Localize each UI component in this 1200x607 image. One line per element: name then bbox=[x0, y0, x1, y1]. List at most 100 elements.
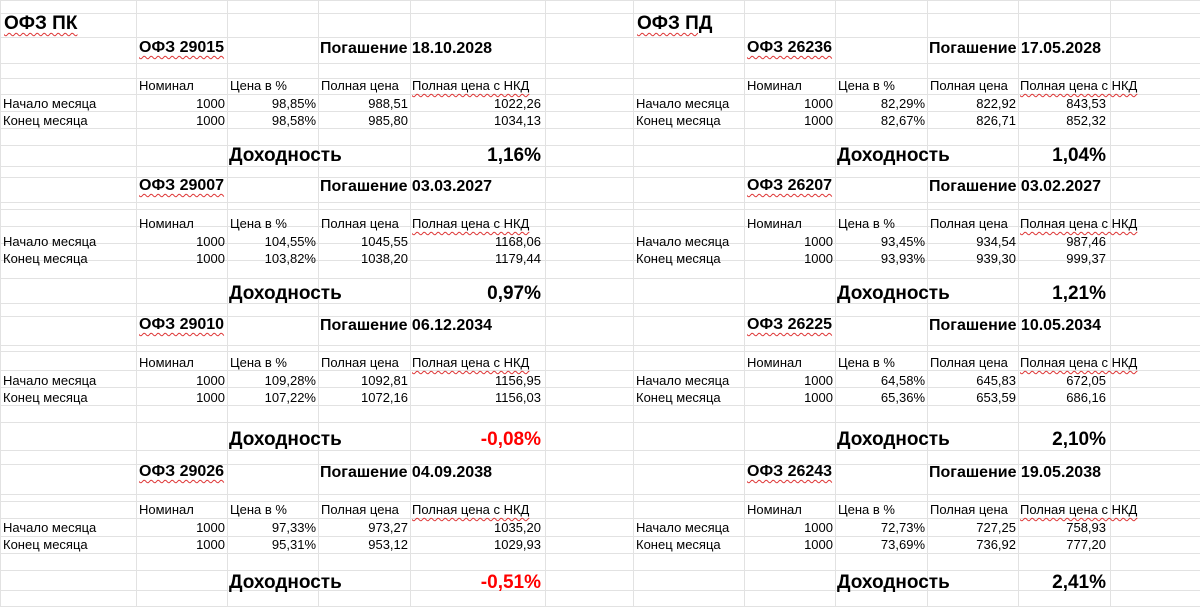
row-label[interactable]: Конец месяца bbox=[636, 251, 721, 266]
cell-full-price-nkd[interactable]: 1034,13 bbox=[494, 113, 541, 128]
cell-full-price[interactable]: 822,92 bbox=[976, 96, 1016, 111]
cell-price-pct[interactable]: 64,58% bbox=[880, 373, 925, 388]
row-label[interactable]: Начало месяца bbox=[3, 234, 97, 249]
header-nominal[interactable]: Номинал bbox=[139, 216, 194, 231]
cell-full-price[interactable]: 1072,16 bbox=[361, 390, 408, 405]
cell-full-price-nkd[interactable]: 1168,06 bbox=[494, 234, 541, 249]
row-label[interactable]: Начало месяца bbox=[3, 96, 97, 111]
cell-price-pct[interactable]: 65,36% bbox=[880, 390, 925, 405]
row-label[interactable]: Конец месяца bbox=[3, 251, 88, 266]
header-nominal[interactable]: Номинал bbox=[747, 216, 802, 231]
header-full-price-nkd[interactable]: Полная цена с НКД bbox=[1020, 355, 1138, 370]
bond-name[interactable]: ОФЗ 29007 bbox=[139, 177, 225, 194]
cell-nominal[interactable]: 1000 bbox=[804, 234, 833, 249]
cell-nominal[interactable]: 1000 bbox=[804, 390, 833, 405]
maturity-date[interactable]: Погашение 19.05.2038 bbox=[929, 464, 1101, 481]
yield-label[interactable]: Доходность bbox=[229, 145, 342, 166]
row-label[interactable]: Начало месяца bbox=[636, 520, 730, 535]
cell-full-price[interactable]: 653,59 bbox=[976, 390, 1016, 405]
yield-value[interactable]: 1,04% bbox=[1052, 145, 1106, 166]
cell-full-price-nkd[interactable]: 999,37 bbox=[1066, 251, 1106, 266]
header-nominal[interactable]: Номинал bbox=[747, 355, 802, 370]
bond-name[interactable]: ОФЗ 29026 bbox=[139, 463, 225, 480]
cell-full-price-nkd[interactable]: 843,53 bbox=[1066, 96, 1106, 111]
row-label[interactable]: Конец месяца bbox=[636, 390, 721, 405]
header-price-pct[interactable]: Цена в % bbox=[230, 355, 287, 370]
cell-full-price-nkd[interactable]: 852,32 bbox=[1066, 113, 1106, 128]
cell-nominal[interactable]: 1000 bbox=[804, 537, 833, 552]
cell-full-price[interactable]: 973,27 bbox=[368, 520, 408, 535]
bond-name[interactable]: ОФЗ 26207 bbox=[747, 177, 833, 194]
row-label[interactable]: Начало месяца bbox=[3, 373, 97, 388]
cell-price-pct[interactable]: 73,69% bbox=[880, 537, 925, 552]
row-label[interactable]: Начало месяца bbox=[636, 96, 730, 111]
header-full-price[interactable]: Полная цена bbox=[321, 216, 399, 231]
maturity-date[interactable]: Погашение 03.03.2027 bbox=[320, 178, 492, 195]
cell-full-price[interactable]: 939,30 bbox=[976, 251, 1016, 266]
row-label[interactable]: Начало месяца bbox=[636, 373, 730, 388]
cell-full-price-nkd[interactable]: 1022,26 bbox=[494, 96, 541, 111]
cell-price-pct[interactable]: 103,82% bbox=[264, 251, 316, 266]
header-full-price-nkd[interactable]: Полная цена с НКД bbox=[1020, 78, 1138, 93]
yield-value[interactable]: 2,41% bbox=[1052, 572, 1106, 593]
bond-name[interactable]: ОФЗ 26225 bbox=[747, 316, 833, 333]
maturity-date[interactable]: Погашение 10.05.2034 bbox=[929, 317, 1101, 334]
cell-price-pct[interactable]: 107,22% bbox=[264, 390, 316, 405]
cell-full-price[interactable]: 1045,55 bbox=[361, 234, 408, 249]
cell-nominal[interactable]: 1000 bbox=[804, 520, 833, 535]
header-full-price-nkd[interactable]: Полная цена с НКД bbox=[412, 502, 530, 517]
yield-label[interactable]: Доходность bbox=[229, 429, 342, 450]
yield-value[interactable]: 1,21% bbox=[1052, 283, 1106, 304]
cell-nominal[interactable]: 1000 bbox=[196, 537, 225, 552]
header-nominal[interactable]: Номинал bbox=[139, 502, 194, 517]
cell-full-price-nkd[interactable]: 1179,44 bbox=[494, 251, 541, 266]
yield-label[interactable]: Доходность bbox=[837, 429, 950, 450]
cell-full-price[interactable]: 727,25 bbox=[976, 520, 1016, 535]
right-section-title[interactable]: ОФЗ ПД bbox=[637, 13, 713, 34]
cell-full-price-nkd[interactable]: 1029,93 bbox=[494, 537, 541, 552]
cell-price-pct[interactable]: 98,85% bbox=[271, 96, 316, 111]
yield-value[interactable]: -0,51% bbox=[480, 572, 541, 593]
cell-price-pct[interactable]: 97,33% bbox=[271, 520, 316, 535]
cell-full-price-nkd[interactable]: 672,05 bbox=[1066, 373, 1106, 388]
bond-name[interactable]: ОФЗ 26243 bbox=[747, 463, 833, 480]
header-nominal[interactable]: Номинал bbox=[747, 78, 802, 93]
cell-nominal[interactable]: 1000 bbox=[804, 113, 833, 128]
header-nominal[interactable]: Номинал bbox=[747, 502, 802, 517]
header-full-price[interactable]: Полная цена bbox=[321, 502, 399, 517]
bond-name[interactable]: ОФЗ 29010 bbox=[139, 316, 225, 333]
header-full-price[interactable]: Полная цена bbox=[321, 78, 399, 93]
cell-price-pct[interactable]: 82,29% bbox=[880, 96, 925, 111]
cell-price-pct[interactable]: 82,67% bbox=[880, 113, 925, 128]
cell-price-pct[interactable]: 98,58% bbox=[271, 113, 316, 128]
cell-full-price-nkd[interactable]: 686,16 bbox=[1066, 390, 1106, 405]
row-label[interactable]: Конец месяца bbox=[636, 113, 721, 128]
cell-full-price-nkd[interactable]: 777,20 bbox=[1066, 537, 1106, 552]
yield-value[interactable]: 2,10% bbox=[1052, 429, 1106, 450]
cell-full-price-nkd[interactable]: 1156,03 bbox=[494, 390, 541, 405]
cell-price-pct[interactable]: 93,93% bbox=[880, 251, 925, 266]
maturity-date[interactable]: Погашение 18.10.2028 bbox=[320, 40, 492, 57]
header-full-price[interactable]: Полная цена bbox=[321, 355, 399, 370]
yield-label[interactable]: Доходность bbox=[229, 572, 342, 593]
row-label[interactable]: Конец месяца bbox=[3, 113, 88, 128]
yield-label[interactable]: Доходность bbox=[837, 283, 950, 304]
yield-label[interactable]: Доходность bbox=[837, 145, 950, 166]
cell-nominal[interactable]: 1000 bbox=[196, 234, 225, 249]
left-section-title[interactable]: ОФЗ ПК bbox=[4, 13, 78, 34]
cell-nominal[interactable]: 1000 bbox=[196, 390, 225, 405]
row-label[interactable]: Конец месяца bbox=[3, 390, 88, 405]
header-full-price-nkd[interactable]: Полная цена с НКД bbox=[412, 355, 530, 370]
header-full-price-nkd[interactable]: Полная цена с НКД bbox=[412, 78, 530, 93]
cell-full-price[interactable]: 736,92 bbox=[976, 537, 1016, 552]
bond-name[interactable]: ОФЗ 29015 bbox=[139, 39, 225, 56]
header-full-price[interactable]: Полная цена bbox=[930, 502, 1008, 517]
yield-value[interactable]: 0,97% bbox=[487, 283, 541, 304]
header-price-pct[interactable]: Цена в % bbox=[838, 502, 895, 517]
header-full-price-nkd[interactable]: Полная цена с НКД bbox=[1020, 502, 1138, 517]
cell-nominal[interactable]: 1000 bbox=[196, 96, 225, 111]
cell-full-price[interactable]: 645,83 bbox=[976, 373, 1016, 388]
header-price-pct[interactable]: Цена в % bbox=[230, 78, 287, 93]
cell-full-price[interactable]: 985,80 bbox=[368, 113, 408, 128]
